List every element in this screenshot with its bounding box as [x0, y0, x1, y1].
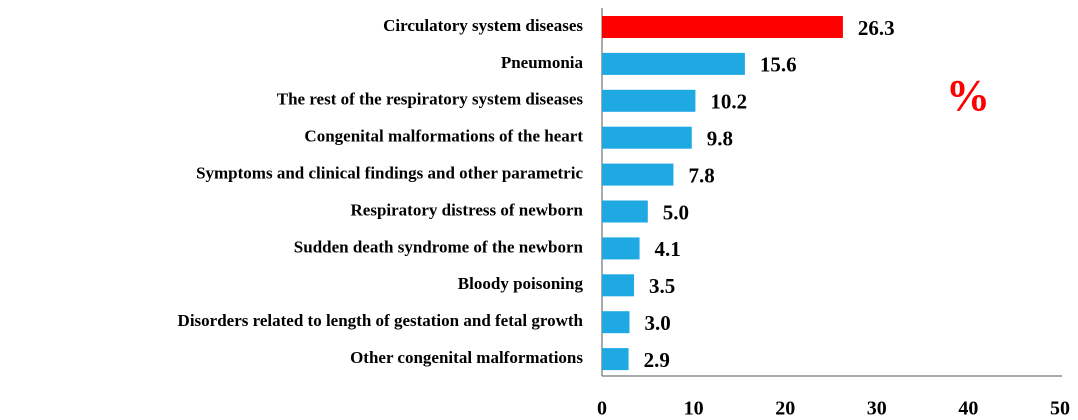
y-tick-label: The rest of the respiratory system disea…	[277, 90, 584, 109]
value-label: 3.0	[644, 311, 670, 335]
value-label: 5.0	[663, 200, 689, 224]
bar	[602, 274, 635, 297]
value-label: 10.2	[710, 90, 747, 114]
value-label: 26.3	[858, 16, 895, 40]
bar	[602, 163, 674, 186]
value-label: 2.9	[644, 348, 670, 372]
bar	[602, 16, 843, 38]
x-tick-label: 40	[958, 398, 978, 420]
y-tick-label: Pneumonia	[501, 53, 584, 72]
bar	[602, 126, 692, 149]
value-label: 9.8	[707, 127, 733, 151]
x-tick-label: 50	[1050, 398, 1070, 420]
x-tick-label: 0	[597, 398, 607, 420]
value-label: 7.8	[688, 163, 714, 187]
value-label: 4.1	[655, 237, 681, 261]
x-tick-label: 20	[775, 398, 795, 420]
y-tick-label: Other congenital malformations	[350, 348, 583, 367]
value-label: 3.5	[649, 274, 675, 298]
bar	[602, 237, 640, 260]
y-tick-label: Disorders related to length of gestation…	[178, 311, 584, 330]
y-tick-label: Bloody poisoning	[458, 274, 584, 293]
bar	[602, 52, 745, 75]
y-tick-label: Circulatory system diseases	[383, 16, 583, 35]
y-tick-label: Sudden death syndrome of the newborn	[294, 237, 584, 256]
x-tick-label: 10	[684, 398, 704, 420]
y-tick-label: Respiratory distress of newborn	[351, 200, 584, 219]
x-tick-label: 30	[867, 398, 887, 420]
bar	[602, 311, 630, 334]
value-label: 15.6	[760, 53, 797, 77]
annotation: %	[946, 71, 990, 120]
y-tick-label: Symptoms and clinical findings and other…	[196, 164, 583, 183]
y-tick-label: Congenital malformations of the heart	[304, 127, 583, 146]
bar	[602, 89, 696, 112]
bar	[602, 200, 648, 223]
bar	[602, 348, 629, 371]
